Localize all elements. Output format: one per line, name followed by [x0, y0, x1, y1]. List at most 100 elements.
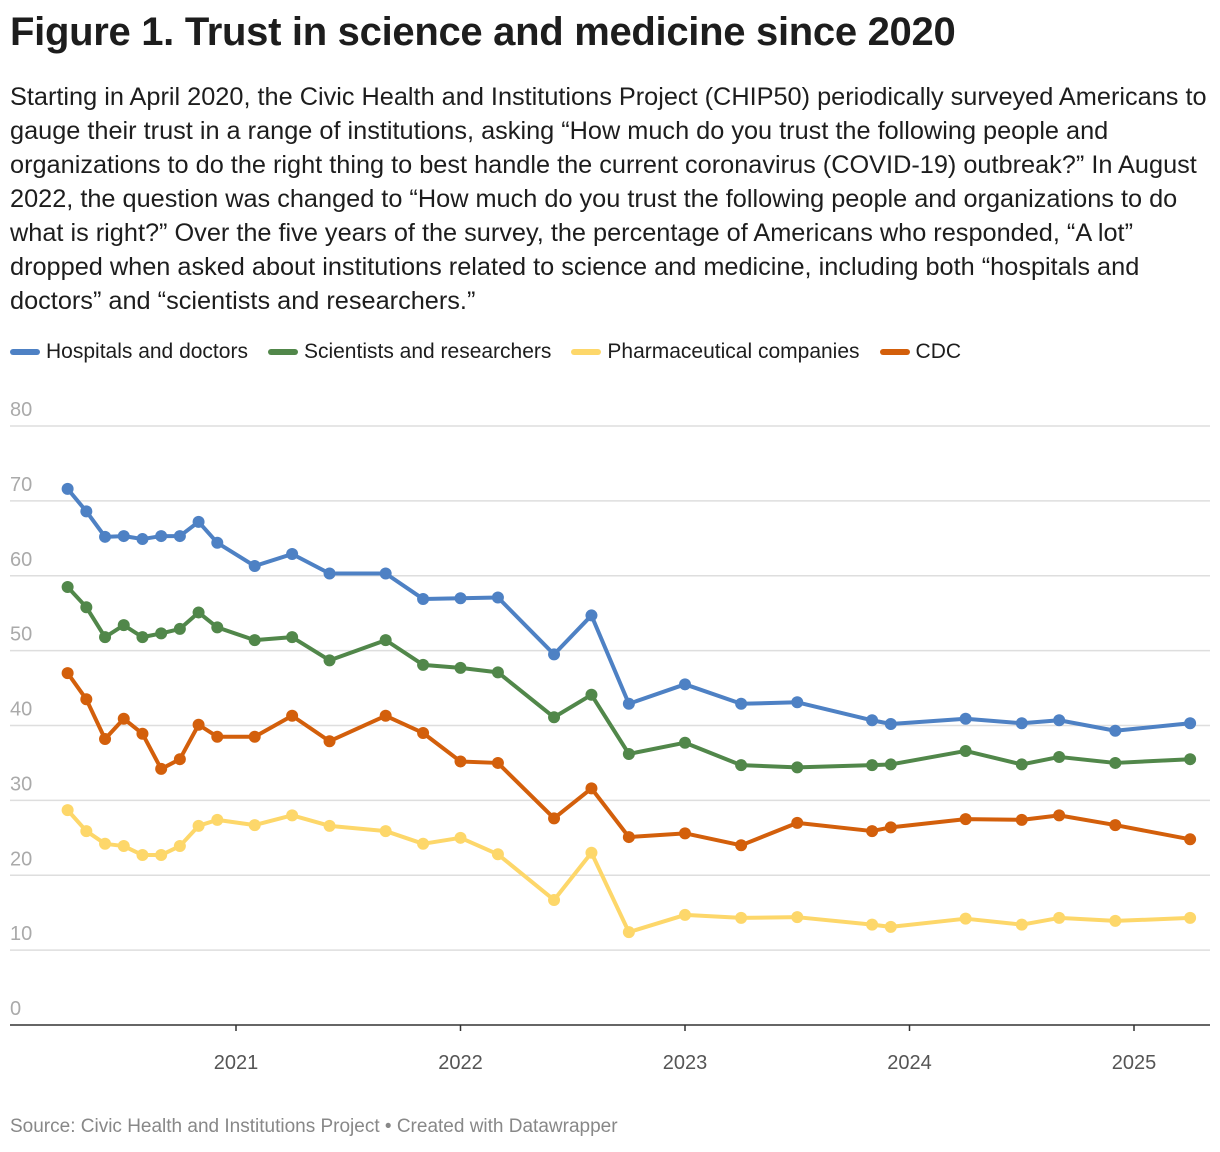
data-point	[211, 621, 224, 634]
data-point	[61, 804, 74, 817]
data-point	[173, 753, 186, 766]
data-point	[959, 912, 972, 925]
data-point	[884, 718, 897, 731]
x-tick-label: 2023	[663, 1052, 708, 1074]
data-point	[136, 727, 149, 740]
x-tick-label: 2025	[1112, 1052, 1157, 1074]
series-line-pharmaceutical-companies	[66, 808, 1191, 935]
data-point	[1015, 717, 1028, 730]
data-point	[585, 609, 598, 622]
data-point	[248, 730, 261, 743]
data-point	[1053, 714, 1066, 727]
data-point	[417, 592, 430, 605]
data-point	[622, 831, 635, 844]
data-point	[585, 782, 598, 795]
legend-swatch	[879, 349, 910, 355]
data-point	[1015, 813, 1028, 826]
data-point	[192, 718, 205, 731]
data-point	[959, 712, 972, 725]
data-point	[286, 548, 299, 561]
data-point	[323, 567, 336, 580]
data-point	[155, 849, 168, 862]
data-point	[192, 819, 205, 832]
data-point	[791, 816, 804, 829]
data-point	[173, 530, 186, 543]
data-point	[323, 819, 336, 832]
data-point	[585, 846, 598, 859]
data-point	[1109, 724, 1122, 737]
y-tick-label: 50	[10, 624, 32, 646]
y-tick-label: 80	[10, 399, 32, 421]
data-point	[117, 712, 130, 725]
legend-label: CDC	[915, 340, 962, 363]
data-point	[735, 839, 748, 852]
data-point	[1109, 914, 1122, 927]
data-point	[491, 666, 504, 679]
data-point	[491, 756, 504, 769]
data-point	[117, 530, 130, 543]
data-point	[248, 560, 261, 573]
y-tick-label: 70	[10, 474, 32, 496]
data-point	[99, 631, 112, 644]
data-point	[211, 536, 224, 549]
y-tick-label: 0	[10, 998, 21, 1020]
data-point	[548, 893, 561, 906]
data-point	[1015, 918, 1028, 931]
data-point	[379, 825, 392, 838]
x-tick-label: 2024	[887, 1052, 932, 1074]
data-point	[491, 848, 504, 861]
legend-item-cdc: CDC	[879, 340, 962, 364]
data-point	[1053, 809, 1066, 822]
data-point	[1184, 833, 1197, 846]
data-point	[548, 812, 561, 825]
data-point	[136, 533, 149, 546]
data-point	[585, 688, 598, 701]
data-point	[548, 648, 561, 661]
data-point	[622, 926, 635, 939]
y-tick-label: 10	[10, 923, 32, 945]
legend-swatch	[267, 349, 298, 355]
legend-item-hospitals: Hospitals and doctors	[10, 340, 248, 364]
data-point	[866, 759, 879, 772]
data-point	[323, 735, 336, 748]
y-tick-label: 40	[10, 699, 32, 721]
data-point	[173, 840, 186, 853]
data-point	[1184, 717, 1197, 730]
legend-swatch	[10, 349, 40, 355]
data-point	[1053, 750, 1066, 763]
series-line-hospitals-and-doctors	[66, 487, 1191, 733]
data-point	[173, 622, 186, 635]
data-point	[884, 821, 897, 834]
data-point	[679, 736, 691, 749]
y-tick-label: 30	[10, 773, 32, 795]
data-point	[417, 837, 430, 850]
legend: Hospitals and doctors Scientists and res…	[10, 340, 961, 364]
data-point	[735, 911, 748, 924]
data-point	[454, 755, 467, 768]
data-point	[622, 747, 635, 760]
legend-swatch	[571, 349, 602, 355]
data-point	[735, 697, 748, 710]
x-tick-label: 2022	[438, 1052, 483, 1074]
data-point	[323, 654, 336, 667]
data-point	[454, 661, 467, 674]
data-point	[80, 693, 93, 706]
source-note: Source: Civic Health and Institutions Pr…	[10, 1116, 618, 1137]
data-point	[248, 634, 261, 647]
data-point	[379, 567, 392, 580]
data-point	[80, 505, 93, 518]
y-tick-label: 60	[10, 549, 32, 571]
data-point	[1109, 756, 1122, 769]
data-point	[192, 515, 205, 528]
data-point	[884, 920, 897, 933]
data-point	[1184, 753, 1197, 766]
data-point	[1053, 911, 1066, 924]
data-point	[417, 658, 430, 671]
chart-description: Starting in April 2020, the Civic Health…	[10, 83, 1207, 315]
data-point	[679, 908, 691, 921]
data-point	[99, 530, 112, 543]
data-point	[791, 761, 804, 774]
data-point	[155, 762, 168, 775]
data-point	[99, 732, 112, 745]
